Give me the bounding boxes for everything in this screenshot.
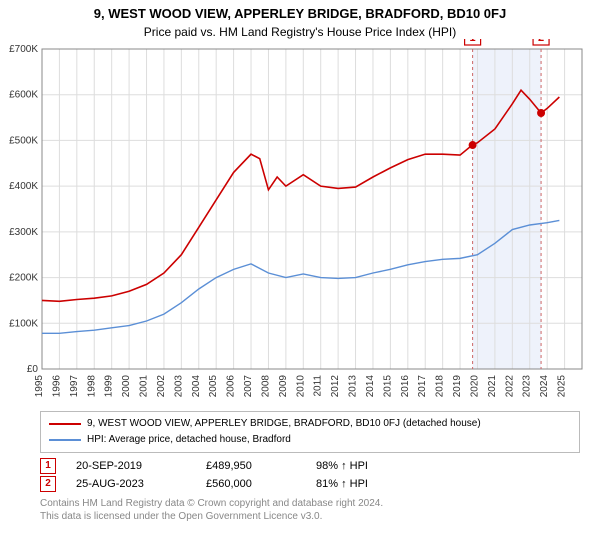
svg-text:2009: 2009 — [278, 375, 289, 398]
legend-label: 9, WEST WOOD VIEW, APPERLEY BRIDGE, BRAD… — [87, 416, 481, 432]
legend-label: HPI: Average price, detached house, Brad… — [87, 432, 291, 448]
sale-hpi-pct: 81% ↑ HPI — [316, 475, 368, 493]
svg-text:£200K: £200K — [9, 273, 38, 284]
svg-text:2006: 2006 — [226, 375, 237, 398]
svg-text:2016: 2016 — [400, 375, 411, 398]
svg-text:2003: 2003 — [173, 375, 184, 398]
svg-text:2: 2 — [538, 39, 544, 44]
svg-text:2002: 2002 — [156, 375, 167, 398]
sale-marker-icon: 1 — [40, 458, 56, 474]
legend: 9, WEST WOOD VIEW, APPERLEY BRIDGE, BRAD… — [40, 411, 580, 453]
legend-item: 9, WEST WOOD VIEW, APPERLEY BRIDGE, BRAD… — [49, 416, 571, 432]
svg-text:£700K: £700K — [9, 44, 38, 55]
svg-text:2013: 2013 — [348, 375, 359, 398]
svg-text:£600K: £600K — [9, 90, 38, 101]
sale-marker-icon: 2 — [40, 476, 56, 492]
legend-item: HPI: Average price, detached house, Brad… — [49, 432, 571, 448]
svg-text:£0: £0 — [27, 364, 39, 375]
svg-text:£300K: £300K — [9, 227, 38, 238]
svg-text:2000: 2000 — [121, 375, 132, 398]
footnote-line-1: Contains HM Land Registry data © Crown c… — [40, 497, 580, 510]
svg-text:2015: 2015 — [382, 375, 393, 398]
svg-text:2014: 2014 — [365, 375, 376, 398]
footnote-line-2: This data is licensed under the Open Gov… — [40, 510, 580, 523]
svg-text:£500K: £500K — [9, 135, 38, 146]
svg-text:2007: 2007 — [243, 375, 254, 398]
svg-text:2010: 2010 — [295, 375, 306, 398]
svg-text:2018: 2018 — [435, 375, 446, 398]
svg-text:2020: 2020 — [469, 375, 480, 398]
svg-text:£100K: £100K — [9, 318, 38, 329]
chart-subtitle: Price paid vs. HM Land Registry's House … — [0, 25, 600, 39]
legend-swatch — [49, 439, 81, 441]
legend-swatch — [49, 423, 81, 425]
chart-title: 9, WEST WOOD VIEW, APPERLEY BRIDGE, BRAD… — [0, 0, 600, 21]
svg-text:2001: 2001 — [139, 375, 150, 398]
footnote: Contains HM Land Registry data © Crown c… — [40, 497, 580, 523]
sale-row: 2 25-AUG-2023 £560,000 81% ↑ HPI — [40, 475, 580, 493]
sales-table: 1 20-SEP-2019 £489,950 98% ↑ HPI 2 25-AUG-202… — [40, 457, 580, 493]
svg-text:2024: 2024 — [539, 375, 550, 398]
svg-text:2025: 2025 — [557, 375, 568, 398]
svg-text:2004: 2004 — [191, 375, 202, 398]
svg-text:2021: 2021 — [487, 375, 498, 398]
svg-text:2017: 2017 — [417, 375, 428, 398]
sale-date: 25-AUG-2023 — [76, 475, 186, 493]
svg-text:2011: 2011 — [313, 375, 324, 397]
svg-text:1998: 1998 — [86, 375, 97, 398]
svg-text:2008: 2008 — [260, 375, 271, 398]
svg-text:2023: 2023 — [522, 375, 533, 398]
svg-text:2019: 2019 — [452, 375, 463, 398]
sale-date: 20-SEP-2019 — [76, 457, 186, 475]
svg-text:2012: 2012 — [330, 375, 341, 398]
price-chart: £0 £100K £200K £300K £400K £500K £600K £700K 199… — [0, 39, 600, 409]
svg-text:2005: 2005 — [208, 375, 219, 398]
svg-text:1995: 1995 — [34, 375, 45, 398]
svg-text:1996: 1996 — [51, 375, 62, 398]
svg-text:£400K: £400K — [9, 181, 38, 192]
svg-text:1999: 1999 — [104, 375, 115, 398]
svg-text:1997: 1997 — [69, 375, 80, 398]
sale-price: £489,950 — [206, 457, 296, 475]
sale-row: 1 20-SEP-2019 £489,950 98% ↑ HPI — [40, 457, 580, 475]
sale-price: £560,000 — [206, 475, 296, 493]
svg-text:1: 1 — [470, 39, 476, 44]
sale-hpi-pct: 98% ↑ HPI — [316, 457, 368, 475]
svg-text:2022: 2022 — [504, 375, 515, 398]
